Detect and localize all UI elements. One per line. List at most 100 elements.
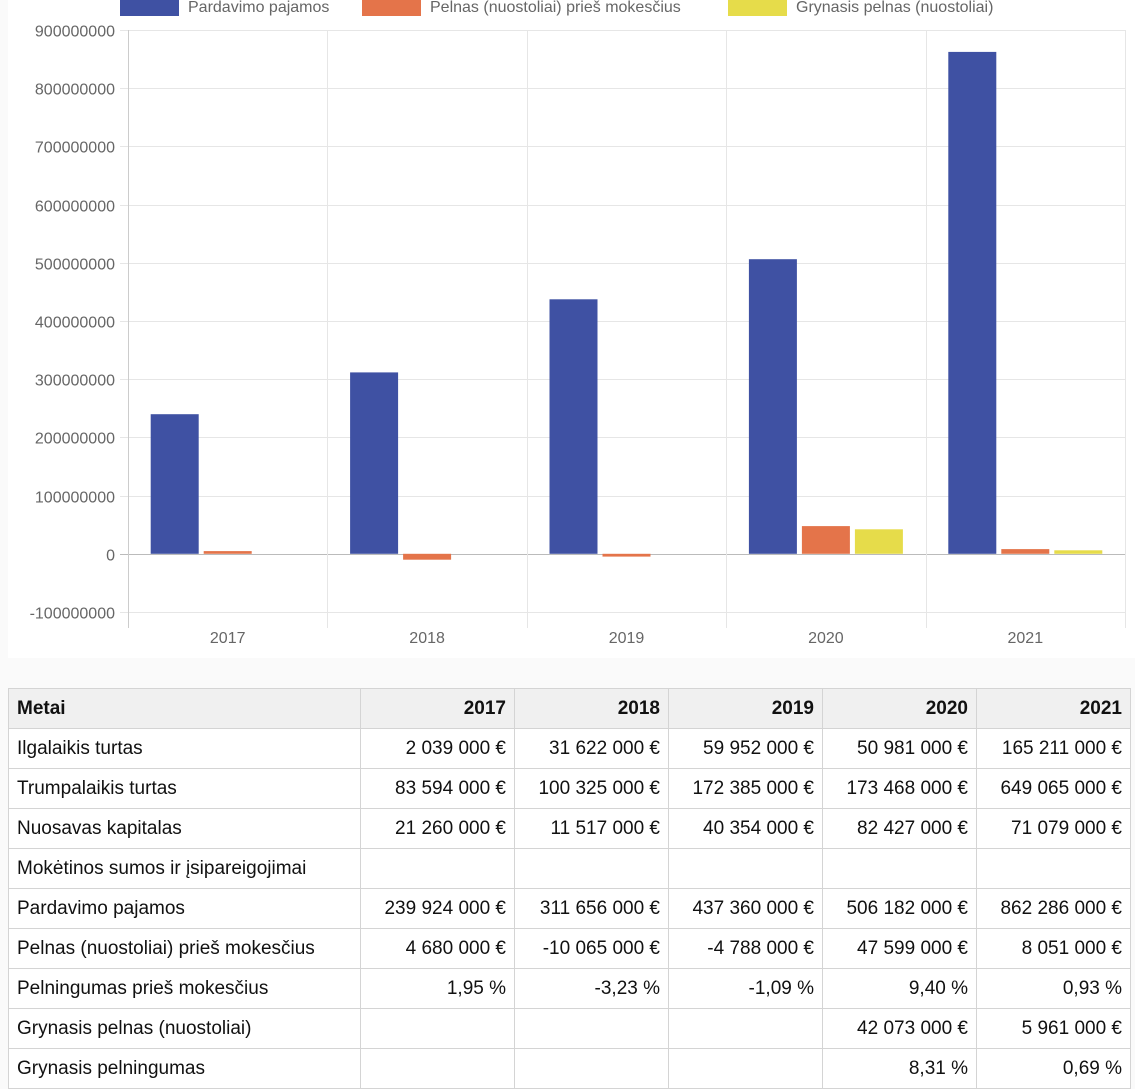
value-cell: 173 468 000 €	[822, 768, 977, 809]
header-cell-2018: 2018	[514, 688, 669, 729]
legend-label: Grynasis pelnas (nuostoliai)	[796, 0, 993, 16]
bar-pelnas-nuostoliai-prie-mokes-ius-2017	[203, 551, 252, 554]
value-cell: 2 039 000 €	[360, 728, 515, 769]
row-label-cell: Pelningumas prieš mokesčius	[8, 968, 361, 1009]
table-row: Trumpalaikis turtas 83 594 000 €100 325 0…	[8, 768, 1131, 809]
y-tick-label: 100000000	[35, 490, 115, 507]
header-cell-2020: 2020	[822, 688, 977, 729]
value-cell	[668, 848, 823, 889]
value-cell	[514, 1008, 669, 1049]
row-label-cell: Grynasis pelnas (nuostoliai)	[8, 1008, 361, 1049]
value-cell: 31 622 000 €	[514, 728, 669, 769]
x-tick-label: 2021	[1008, 630, 1044, 647]
row-label-cell: Nuosavas kapitalas	[8, 808, 361, 849]
value-cell: -4 788 000 €	[668, 928, 823, 969]
row-label-cell: Pelnas (nuostoliai) prieš mokesčius	[8, 928, 361, 969]
value-cell: -3,23 %	[514, 968, 669, 1009]
bar-pardavimo-pajamos-2021	[948, 51, 997, 554]
value-cell: 71 079 000 €	[976, 808, 1131, 849]
value-cell: 239 924 000 €	[360, 888, 515, 929]
bar-pelnas-nuostoliai-prie-mokes-ius-2018	[403, 553, 452, 560]
value-cell: 5 961 000 €	[976, 1008, 1131, 1049]
x-tick-label: 2017	[210, 630, 246, 647]
header-cell-2021: 2021	[976, 688, 1131, 729]
bar-pelnas-nuostoliai-prie-mokes-ius-2021	[1001, 549, 1050, 554]
value-cell: 40 354 000 €	[668, 808, 823, 849]
value-cell: 11 517 000 €	[514, 808, 669, 849]
row-label-cell: Grynasis pelningumas	[8, 1048, 361, 1089]
bar-pardavimo-pajamos-2020	[748, 259, 797, 554]
y-tick-label: 500000000	[35, 257, 115, 274]
x-tick-label: 2020	[808, 630, 844, 647]
value-cell	[822, 848, 977, 889]
header-cell-2017: 2017	[360, 688, 515, 729]
y-tick-label: 0	[106, 548, 115, 565]
bar-pardavimo-pajamos-2017	[150, 414, 199, 554]
value-cell: 47 599 000 €	[822, 928, 977, 969]
y-tick-label: 200000000	[35, 431, 115, 448]
value-cell: 862 286 000 €	[976, 888, 1131, 929]
legend-label: Pardavimo pajamos	[188, 0, 329, 16]
y-tick-label: 700000000	[35, 140, 115, 157]
table-row: Pelningumas prieš mokesčius 1,95 % -3,23 %…	[8, 968, 1131, 1009]
legend-swatch	[120, 0, 179, 16]
financial-bar-chart: 900000000 800000000 700000000 600000000 5000…	[8, 0, 1135, 658]
row-label-cell: Ilgalaikis turtas	[8, 728, 361, 769]
value-cell: 82 427 000 €	[822, 808, 977, 849]
value-cell: 8 051 000 €	[976, 928, 1131, 969]
header-cell-metai: Metai	[8, 688, 361, 729]
chart-canvas: 900000000 800000000 700000000 600000000 5000…	[30, 0, 1126, 647]
financial-table-container: Metai 2017 2018 2019 2020 2021 Ilgalaiki…	[8, 688, 1131, 1089]
bar-grynasis-pelnas-nuostoliai-2021	[1054, 550, 1103, 554]
value-cell: 311 656 000 €	[514, 888, 669, 929]
table-row: Nuosavas kapitalas 21 260 000 €11 517 000…	[8, 808, 1131, 849]
table-row: Grynasis pelningumas 8,31 % 0,69 %	[8, 1048, 1131, 1089]
x-tick-label: 2018	[409, 630, 445, 647]
value-cell: 0,93 %	[976, 968, 1131, 1009]
table-row: Pelnas (nuostoliai) prieš mokesčius 4 680…	[8, 928, 1131, 969]
value-cell	[976, 848, 1131, 889]
value-cell: 83 594 000 €	[360, 768, 515, 809]
value-cell: 649 065 000 €	[976, 768, 1131, 809]
value-cell: 42 073 000 €	[822, 1008, 977, 1049]
value-cell: 21 260 000 €	[360, 808, 515, 849]
value-cell	[514, 848, 669, 889]
value-cell: 165 211 000 €	[976, 728, 1131, 769]
y-tick-label: 900000000	[35, 24, 115, 41]
y-tick-label: 300000000	[35, 373, 115, 390]
y-tick-label: 800000000	[35, 82, 115, 99]
table-row: Ilgalaikis turtas 2 039 000 €31 622 000 €…	[8, 728, 1131, 769]
value-cell: 50 981 000 €	[822, 728, 977, 769]
value-cell: 0,69 %	[976, 1048, 1131, 1089]
y-tick-label: 600000000	[35, 199, 115, 216]
value-cell: 172 385 000 €	[668, 768, 823, 809]
table-header-row: Metai 2017 2018 2019 2020 2021	[8, 688, 1131, 729]
value-cell: 437 360 000 €	[668, 888, 823, 929]
value-cell: 59 952 000 €	[668, 728, 823, 769]
value-cell	[668, 1048, 823, 1089]
y-tick-label: 400000000	[35, 315, 115, 332]
table-row: Pardavimo pajamos 239 924 000 €311 656 00…	[8, 888, 1131, 929]
value-cell: -10 065 000 €	[514, 928, 669, 969]
value-cell	[514, 1048, 669, 1089]
table-row: Grynasis pelnas (nuostoliai) 42 073 000 €…	[8, 1008, 1131, 1049]
bar-grynasis-pelnas-nuostoliai-2020	[854, 529, 903, 554]
value-cell: -1,09 %	[668, 968, 823, 1009]
value-cell	[360, 1008, 515, 1049]
value-cell	[668, 1008, 823, 1049]
table-row: Mokėtinos sumos ir įsipareigojimai	[8, 848, 1131, 889]
legend-swatch	[362, 0, 421, 16]
value-cell: 1,95 %	[360, 968, 515, 1009]
bar-pelnas-nuostoliai-prie-mokes-ius-2019	[602, 553, 651, 557]
row-label-cell: Mokėtinos sumos ir įsipareigojimai	[8, 848, 361, 889]
header-cell-2019: 2019	[668, 688, 823, 729]
value-cell: 506 182 000 €	[822, 888, 977, 929]
bar-pelnas-nuostoliai-prie-mokes-ius-2020	[801, 526, 850, 554]
x-tick-label: 2019	[609, 630, 645, 647]
value-cell	[360, 848, 515, 889]
legend-swatch	[728, 0, 787, 16]
financial-table: Metai 2017 2018 2019 2020 2021 Ilgalaiki…	[8, 688, 1131, 1089]
value-cell	[360, 1048, 515, 1089]
value-cell: 9,40 %	[822, 968, 977, 1009]
legend-label: Pelnas (nuostoliai) prieš mokesčius	[430, 0, 681, 16]
